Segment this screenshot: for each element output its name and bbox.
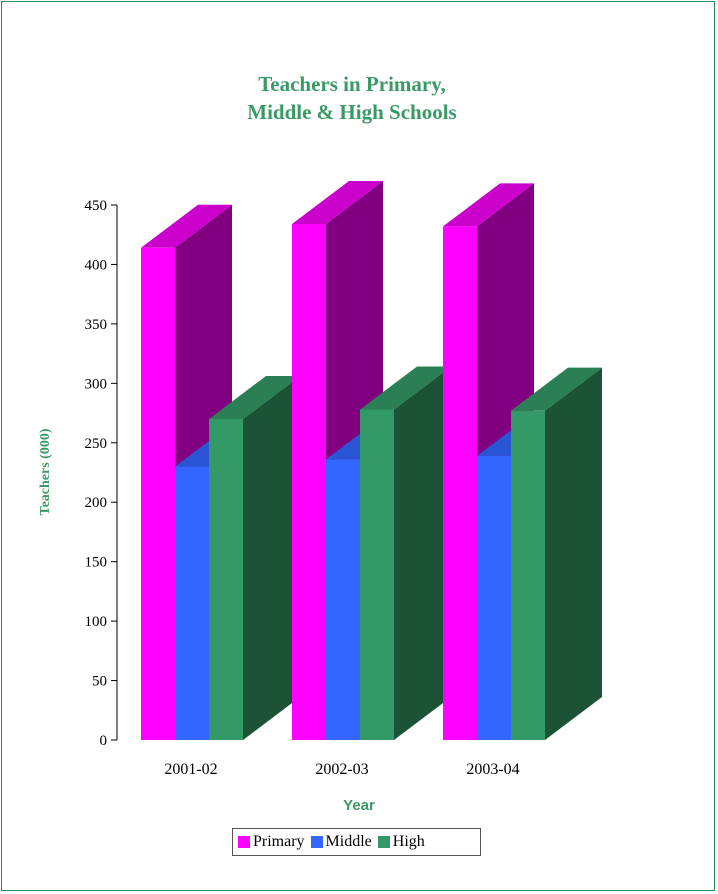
bar-middle-2001-02 (175, 466, 209, 740)
bar-primary-2001-02 (141, 247, 175, 741)
legend-swatch-primary (238, 836, 250, 848)
chart-title-line2: Middle & High Schools (247, 100, 457, 124)
y-tick-label: 200 (85, 495, 108, 511)
legend-label-high: High (392, 833, 425, 850)
bar-top-primary-2002-03 (292, 181, 383, 225)
y-tick-label: 150 (85, 555, 108, 571)
bar-middle-2002-03 (326, 459, 360, 740)
x-axis-label: Year (343, 797, 375, 814)
bar-top-high-2002-03 (360, 366, 451, 410)
legend-label-middle: Middle (325, 833, 372, 850)
legend-item-high: High (377, 833, 425, 851)
x-tick-label: 2001-02 (164, 761, 217, 778)
bar-top-primary-2001-02 (141, 204, 232, 248)
x-tick-label: 2002-03 (315, 761, 368, 778)
bar-side-high-2003-04 (545, 367, 602, 740)
chart-title-line1: Teachers in Primary, (258, 72, 446, 96)
bar-primary-2002-03 (292, 224, 326, 740)
bar-high-2003-04 (511, 410, 545, 740)
bar-high-2001-02 (209, 419, 243, 740)
bar-primary-2003-04 (443, 226, 477, 740)
bar-side-high-2001-02 (243, 376, 300, 740)
legend-swatch-high (377, 836, 390, 848)
y-tick-label: 300 (85, 376, 108, 392)
bar-top-high-2003-04 (511, 367, 602, 411)
legend-item-middle: Middle (310, 833, 372, 851)
legend-swatch-middle (310, 836, 323, 848)
y-tick-label: 350 (85, 317, 108, 333)
x-tick-label: 2003-04 (466, 761, 519, 778)
bar-side-high-2002-03 (394, 366, 451, 740)
bar-middle-2003-04 (477, 455, 511, 740)
y-tick-label: 400 (85, 257, 108, 273)
y-tick-label: 0 (100, 733, 108, 749)
legend-item-primary: Primary (238, 833, 305, 851)
legend: Primary Middle High (232, 828, 481, 856)
bar-high-2002-03 (360, 409, 394, 740)
y-tick-label: 450 (85, 198, 108, 214)
y-tick-label: 50 (92, 674, 107, 690)
y-tick-label: 100 (85, 614, 108, 630)
bar-top-primary-2003-04 (443, 183, 534, 227)
y-tick-label: 250 (85, 436, 108, 452)
legend-label-primary: Primary (253, 833, 305, 850)
bar-top-high-2001-02 (209, 376, 300, 419)
